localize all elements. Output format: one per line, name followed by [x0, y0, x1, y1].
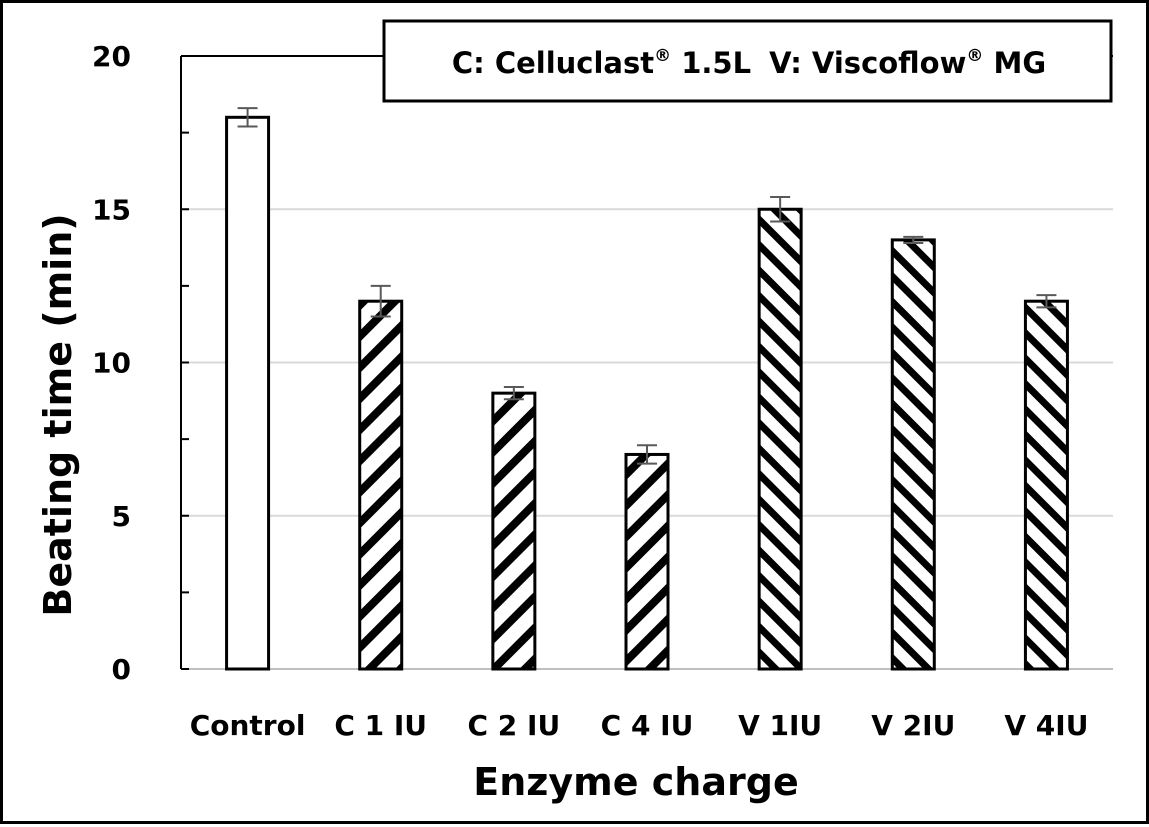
- legend-entry-c-mark: ®: [654, 46, 671, 66]
- legend-box: [382, 19, 1113, 103]
- x-tick-label: V 4IU: [1004, 709, 1088, 742]
- x-tick-label: C 4 IU: [601, 709, 694, 742]
- y-tick-label: 20: [92, 40, 131, 73]
- bar-v-1iu: [757, 207, 803, 671]
- legend-entry-v-mark: ®: [966, 46, 983, 66]
- x-tick-labels: Control C 1 IU C 2 IU C 4 IU V 1IU V 2IU V 4IU: [190, 709, 1089, 742]
- x-tick-label: V 1IU: [738, 709, 822, 742]
- legend-entry-c: C: Celluclast: [452, 46, 654, 80]
- bar-v-2iu: [890, 238, 936, 671]
- bars: [225, 115, 1069, 671]
- x-tick-label: C 2 IU: [468, 709, 561, 742]
- x-tick-label: C 1 IU: [334, 709, 427, 742]
- legend-entry-v-suffix: MG: [983, 46, 1046, 80]
- legend-entry-c-suffix: 1.5L: [671, 46, 750, 80]
- y-tick-label: 5: [112, 500, 131, 533]
- legend-entry-v: V: Viscoflow: [769, 46, 966, 80]
- x-tick-label: Control: [190, 709, 306, 742]
- y-tick-label: 15: [92, 193, 131, 226]
- bar-v-4iu: [1023, 299, 1069, 671]
- error-bars: [237, 107, 1057, 465]
- legend: C: Celluclast® 1.5L V: Viscoflow® MG: [382, 19, 1113, 103]
- bar-c-4-iu: [624, 452, 670, 671]
- y-tick-label: 10: [92, 347, 131, 380]
- legend-text: C: Celluclast® 1.5L V: Viscoflow® MG: [452, 46, 1046, 80]
- x-axis-title: Enzyme charge: [473, 760, 798, 804]
- bar-chart: 0 5 10 15 20 Control C 1 IU C 2 IU C 4 IU V 1IU V…: [36, 19, 1113, 804]
- y-axis-title: Beating time (min): [36, 213, 80, 616]
- bar-c-2-iu: [491, 391, 537, 671]
- y-tick-label: 0: [112, 653, 131, 686]
- x-tick-label: V 2IU: [871, 709, 955, 742]
- bar-control: [225, 115, 271, 671]
- bar-c-1-iu: [358, 299, 404, 671]
- y-tick-labels: 0 5 10 15 20: [92, 40, 131, 686]
